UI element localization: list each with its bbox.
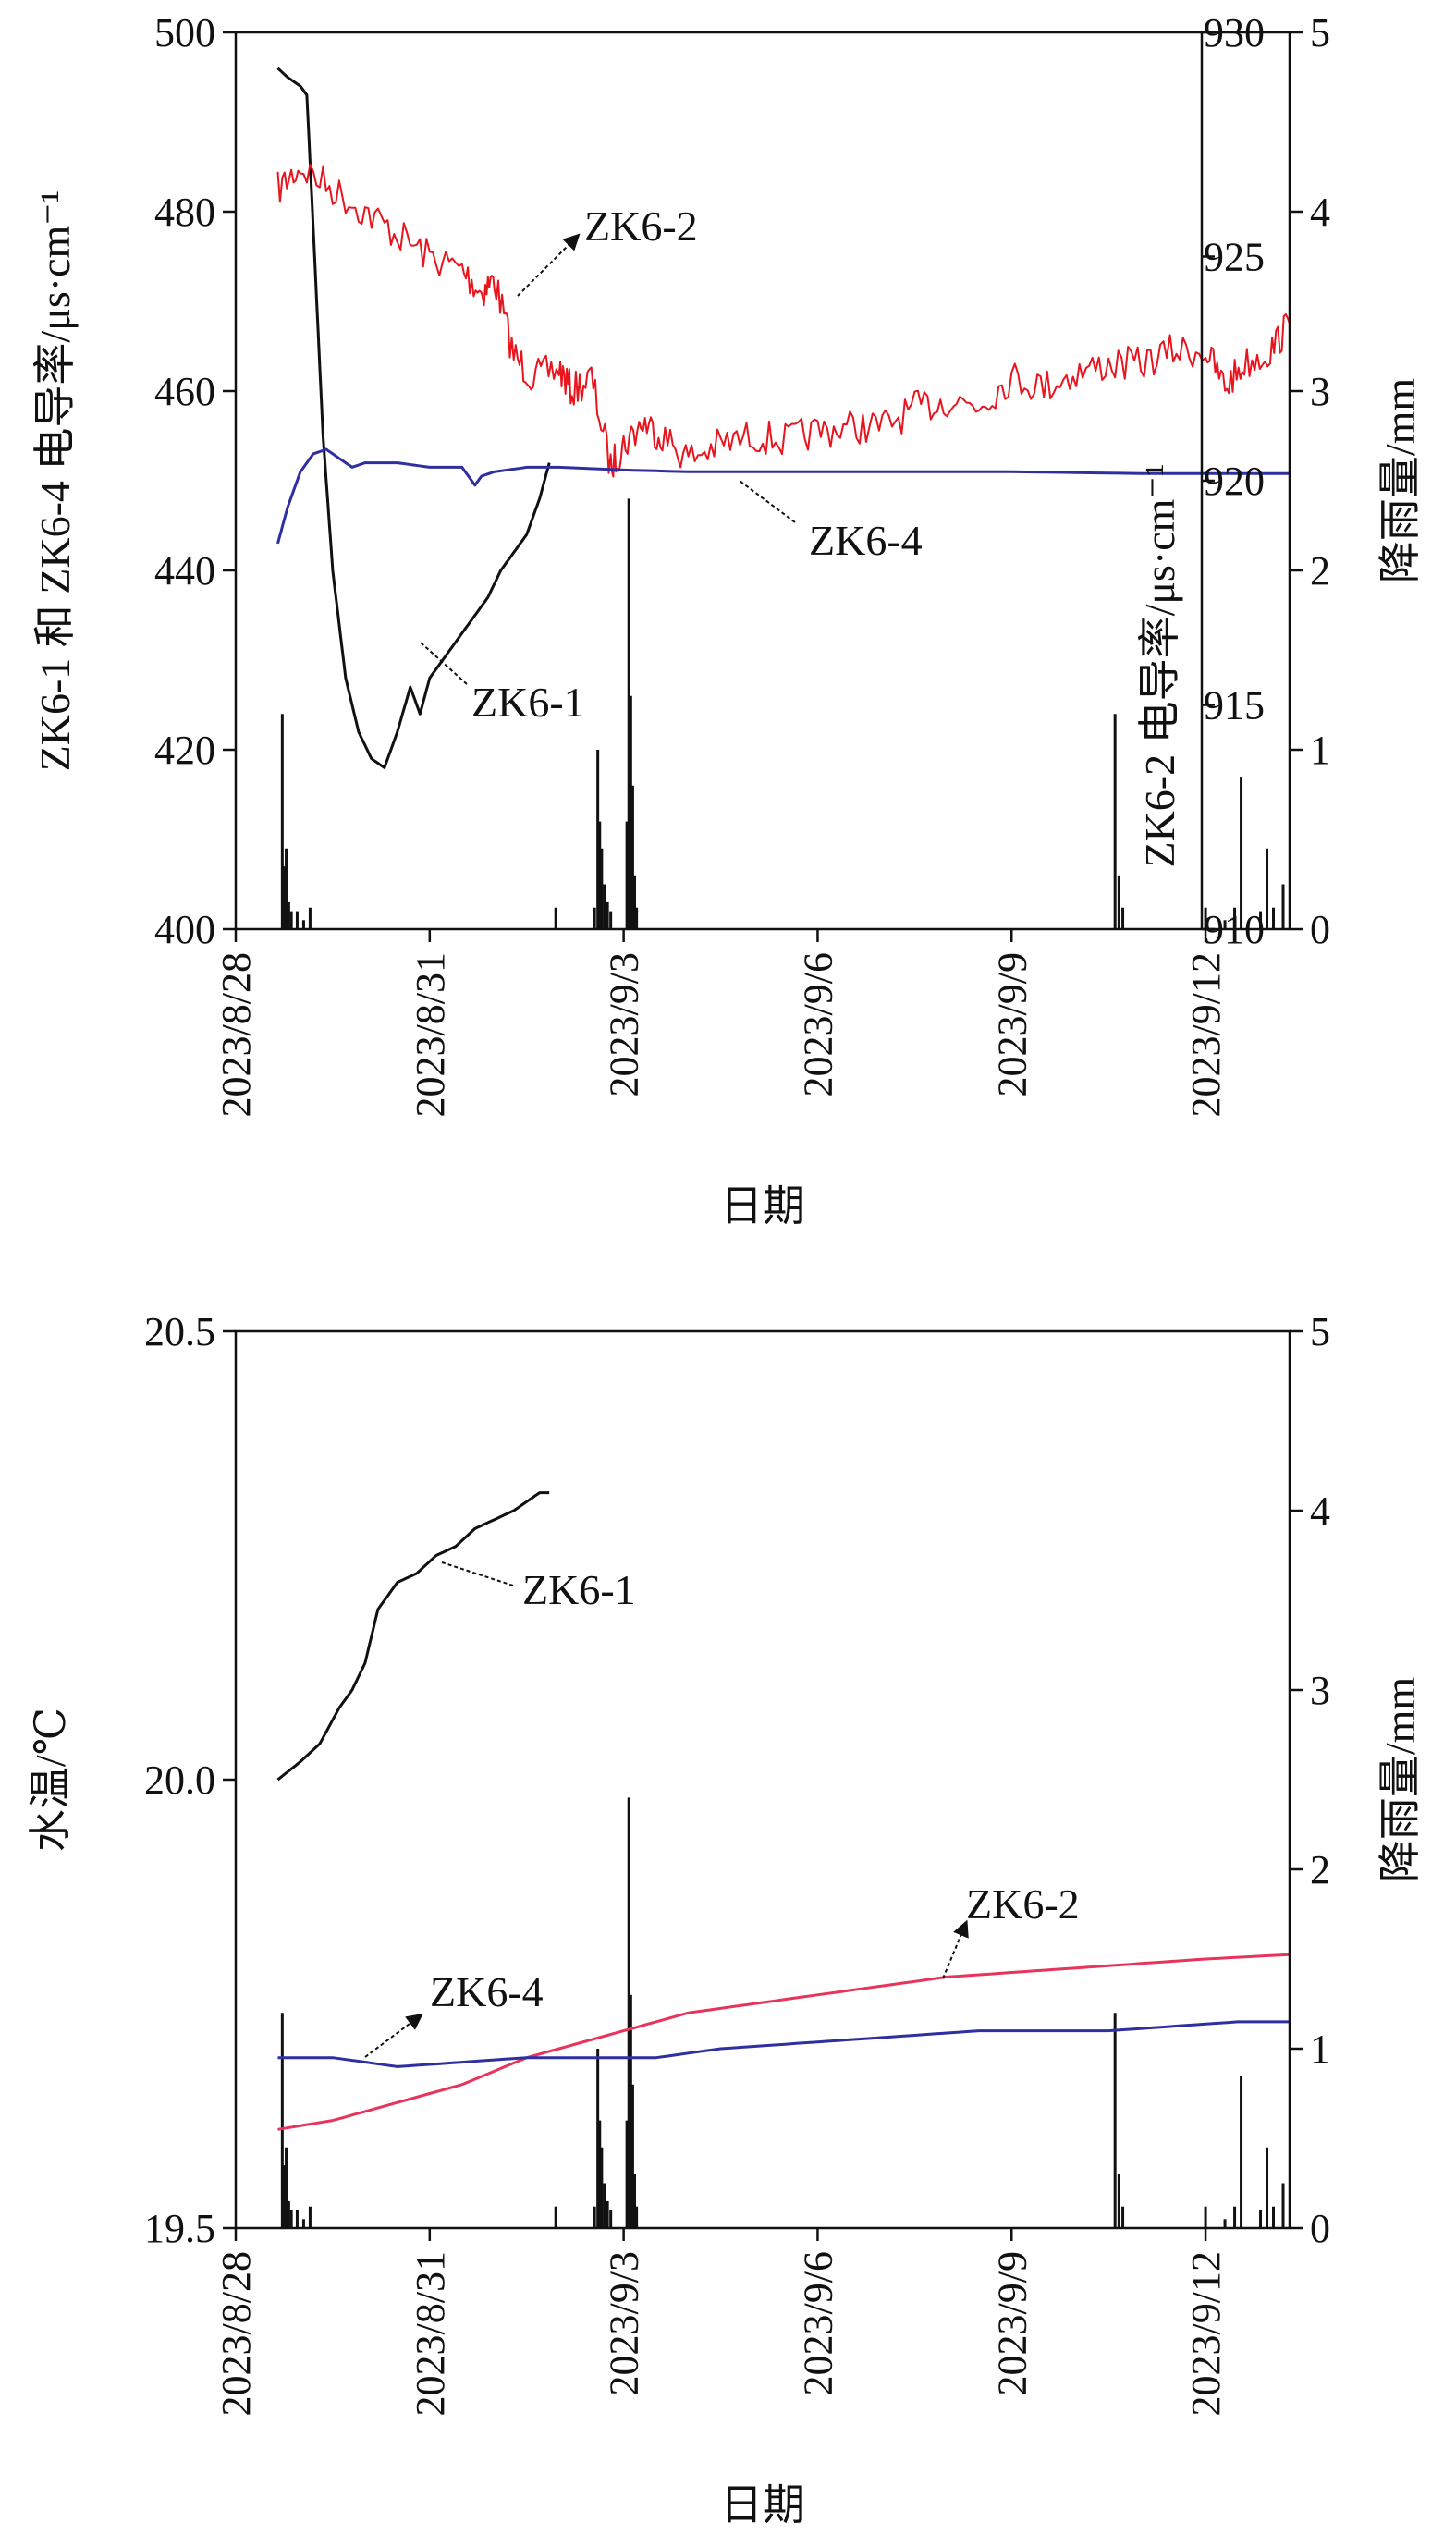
annotation-arrow-zk6-2 xyxy=(517,233,581,297)
y-axis-right-title: 降雨量/mm xyxy=(1376,1677,1424,1883)
series-line-zk6-4 xyxy=(277,2020,1290,2068)
x-tick-label: 2023/8/28 xyxy=(214,2251,259,2416)
y-left-tick-label: 440 xyxy=(154,548,215,594)
series-line-zk6-1 xyxy=(276,1491,550,1782)
series-line-zk6-4 xyxy=(276,447,1290,545)
y-inner-tick-label: 925 xyxy=(1204,235,1265,280)
y-left-tick-label: 20.0 xyxy=(144,1757,215,1803)
y-inner-tick-label: 930 xyxy=(1204,10,1265,55)
y-inner-tick-label: 915 xyxy=(1204,683,1265,729)
series-line-zk6-2 xyxy=(276,164,1291,478)
series-lines xyxy=(276,1491,1291,2131)
y-axis-left-ticks: 400 420 440 460 480 500 xyxy=(154,10,236,952)
plot-frame xyxy=(234,1329,1291,2230)
x-axis-title: 日期 xyxy=(720,1182,805,1230)
y-right-tick-label: 1 xyxy=(1310,728,1330,773)
annotation-arrow-zk6-1 xyxy=(420,642,468,685)
y-right-tick-label: 3 xyxy=(1310,369,1330,414)
y-right-tick-label: 1 xyxy=(1310,2027,1330,2072)
x-tick-label: 2023/8/31 xyxy=(408,952,453,1117)
annotation-zk6-2: ZK6-2 xyxy=(584,202,698,250)
y-right-tick-label: 3 xyxy=(1310,1668,1330,1713)
rainfall-bars xyxy=(280,1797,1285,2228)
x-axis-title: 日期 xyxy=(720,2481,805,2529)
annotation-zk6-4: ZK6-4 xyxy=(809,517,923,564)
x-tick-label: 2023/9/3 xyxy=(602,2251,647,2395)
x-tick-label: 2023/8/28 xyxy=(214,952,259,1117)
y-axis-left-title: 水温/℃ xyxy=(27,1708,74,1852)
annotation-arrow-zk6-1 xyxy=(441,1561,514,1586)
y-left-tick-label: 420 xyxy=(154,728,215,773)
annotation-zk6-2: ZK6-2 xyxy=(966,1880,1080,1928)
y-right-tick-label: 5 xyxy=(1310,10,1330,55)
rainfall-bars xyxy=(280,498,1285,929)
x-tick-label: 2023/9/12 xyxy=(1183,952,1229,1117)
conductivity-chart: 2023/8/28 2023/8/31 2023/9/3 2023/9/6 2023/9… xyxy=(31,10,1424,1230)
y-axis-right-title: 降雨量/mm xyxy=(1376,378,1424,584)
x-tick-label: 2023/8/31 xyxy=(408,2251,453,2416)
annotation-arrow-zk6-4 xyxy=(364,2013,423,2058)
y-right-tick-label: 5 xyxy=(1310,1309,1330,1354)
temperature-chart: 2023/8/28 2023/8/31 2023/9/3 2023/9/6 2023/9… xyxy=(27,1309,1424,2529)
y-axis-right-ticks: 0 1 2 3 4 5 xyxy=(1290,10,1330,952)
y-right-tick-label: 4 xyxy=(1310,190,1330,235)
y-right-tick-label: 2 xyxy=(1310,548,1330,594)
y-left-tick-label: 460 xyxy=(154,369,215,414)
annotation-zk6-4: ZK6-4 xyxy=(430,1968,544,2015)
y-right-tick-label: 0 xyxy=(1310,907,1330,952)
annotation-zk6-1: ZK6-1 xyxy=(522,1566,636,1613)
y-left-tick-label: 480 xyxy=(154,190,215,235)
annotation-zk6-1: ZK6-1 xyxy=(471,679,585,726)
x-tick-label: 2023/9/9 xyxy=(989,952,1034,1096)
y-inner-tick-label: 910 xyxy=(1204,907,1265,952)
y-left-tick-label: 400 xyxy=(154,907,215,952)
y-axis-inner-right-ticks: 910 915 920 925 930 xyxy=(1202,10,1265,952)
x-axis-ticks: 2023/8/28 2023/8/31 2023/9/3 2023/9/6 2023/9… xyxy=(214,929,1229,1117)
x-tick-label: 2023/9/6 xyxy=(795,2251,840,2395)
y-left-tick-label: 20.5 xyxy=(144,1309,215,1354)
y-left-tick-label: 500 xyxy=(154,10,215,55)
annotation-arrow-zk6-2 xyxy=(942,1919,969,1979)
y-axis-inner-right-title: ZK6-2 电导率/μs·cm⁻¹ xyxy=(1136,463,1183,867)
x-axis-ticks: 2023/8/28 2023/8/31 2023/9/3 2023/9/6 2023/9… xyxy=(214,2228,1229,2416)
series-line-zk6-2 xyxy=(277,1953,1291,2131)
x-tick-label: 2023/9/3 xyxy=(602,952,647,1096)
annotation-arrow-zk6-4 xyxy=(739,480,796,523)
y-right-tick-label: 0 xyxy=(1310,2206,1330,2251)
plot-frame xyxy=(234,31,1291,931)
y-left-tick-label: 19.5 xyxy=(144,2206,215,2251)
series-line-zk6-1 xyxy=(276,67,551,769)
y-right-tick-label: 2 xyxy=(1310,1847,1330,1892)
y-axis-left-title: ZK6-1 和 ZK6-4 电导率/μs·cm⁻¹ xyxy=(31,190,79,772)
y-right-tick-label: 4 xyxy=(1310,1488,1330,1534)
x-tick-label: 2023/9/6 xyxy=(795,952,840,1096)
x-tick-label: 2023/9/9 xyxy=(989,2251,1034,2395)
y-axis-right-ticks: 0 1 2 3 4 5 xyxy=(1290,1309,1330,2251)
series-lines xyxy=(276,67,1291,769)
x-tick-label: 2023/9/12 xyxy=(1183,2251,1229,2416)
y-axis-left-ticks: 19.5 20.0 20.5 xyxy=(144,1309,236,2251)
y-inner-tick-label: 920 xyxy=(1204,459,1265,504)
